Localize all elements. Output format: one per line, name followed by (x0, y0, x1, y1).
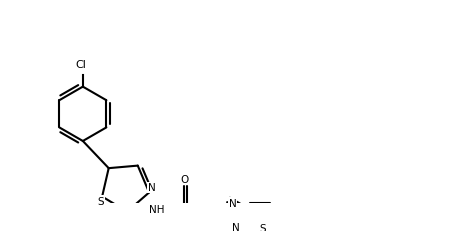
Text: N: N (229, 198, 237, 208)
Text: NH: NH (149, 204, 164, 214)
Text: S: S (260, 223, 266, 231)
Text: N: N (148, 183, 156, 193)
Text: S: S (97, 196, 104, 206)
Text: O: O (180, 174, 188, 184)
Text: Cl: Cl (76, 60, 87, 70)
Text: N: N (232, 222, 240, 231)
